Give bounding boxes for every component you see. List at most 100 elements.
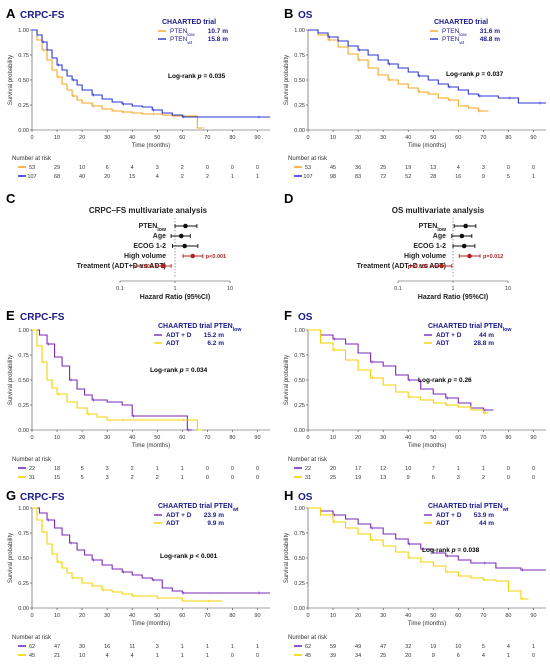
x-tick-label: 90 [254,613,260,619]
panel-title-G: CRPC-FS [20,492,65,503]
x-axis-label: Time (months) [132,621,170,627]
risk-header: Number at risk [12,635,52,641]
risk-count: 10 [455,644,461,650]
hr-point [160,263,166,269]
risk-count: 47 [54,644,60,650]
x-tick-label: 0 [306,135,309,141]
y-tick-label: 0.50 [18,78,29,84]
risk-count: 20 [104,174,110,180]
risk-count: 2 [131,466,134,472]
pvalue-B: Log-rank p = 0.037 [446,71,504,78]
forest-row-label: ECOG 1-2 [133,243,166,250]
risk-count: 1 [532,174,535,180]
risk-count: 0 [231,653,234,659]
x-tick-label: 40 [405,613,411,619]
risk-count: 1 [457,466,460,472]
risk-count: 0 [507,475,510,481]
risk-count: 2 [206,174,209,180]
legend-label: ADT [166,340,179,347]
risk-count: 0 [206,475,209,481]
km-panel-F: F OS0.000.250.500.751.000 10 20 30 40 50 60 70 80… [284,308,546,481]
y-axis-label: Survival probability [284,533,290,583]
x-tick-label: 10 [54,435,60,441]
x-tick-label: 50 [154,435,160,441]
risk-count: 7 [432,466,435,472]
forest-x-tick-label: 10 [505,286,511,292]
panel-letter-A: A [6,6,16,21]
risk-count: 6 [457,653,460,659]
x-tick-label: 30 [380,613,386,619]
forest-row-label: High volume [124,253,166,260]
risk-count: 39 [330,653,336,659]
x-tick-label: 70 [480,435,486,441]
legend-median: 44 m [479,520,494,527]
x-tick-label: 20 [355,613,361,619]
y-tick-label: 1.00 [18,28,29,34]
risk-count: 4 [457,165,460,171]
risk-count: 0 [532,475,535,481]
km-curve-H-0 [308,507,546,571]
risk-count: 28 [430,174,436,180]
risk-count: 0 [256,165,259,171]
risk-count: 0 [532,466,535,472]
y-tick-label: 0.75 [294,531,305,537]
risk-count: 6 [106,165,109,171]
x-tick-label: 10 [330,435,336,441]
legend-label: ADT + D [436,332,462,339]
risk-count: 62 [29,644,35,650]
risk-count: 10 [405,466,411,472]
risk-count: 83 [355,174,361,180]
forest-row-label: PTENlow [139,223,167,233]
risk-count: 10 [79,653,85,659]
forest-row-label: Age [153,233,166,240]
x-tick-label: 0 [306,435,309,441]
panel-letter-H: H [284,488,293,503]
km-curve-F-1 [308,329,489,414]
risk-count: 1 [181,644,184,650]
forest-x-tick-label: 1 [451,286,454,292]
risk-count: 5 [482,644,485,650]
risk-count: 19 [405,165,411,171]
y-tick-label: 0.75 [294,353,305,359]
km-curve-F-0 [308,329,494,411]
risk-count: 25 [330,475,336,481]
legend-title-E: CHAARTED trial PTENlow [158,323,242,333]
risk-count: 4 [507,644,510,650]
y-tick-label: 0.50 [18,556,29,562]
x-tick-label: 10 [330,135,336,141]
y-tick-label: 0.75 [18,531,29,537]
risk-count: 0 [532,165,535,171]
risk-count: 22 [29,466,35,472]
panel-letter-C: C [6,191,16,206]
risk-count: 20 [330,466,336,472]
risk-count: 68 [54,174,60,180]
risk-count: 3 [457,475,460,481]
panel-letter-G: G [6,488,16,503]
risk-count: 2 [181,174,184,180]
hr-point [463,223,468,229]
legend-label: ADT [166,520,179,527]
risk-count: 9 [482,174,485,180]
y-tick-label: 0.75 [294,53,305,59]
x-tick-label: 50 [430,435,436,441]
pvalue-F: Log-rank p = 0.26 [418,377,472,384]
risk-count: 36 [355,165,361,171]
y-tick-label: 0.25 [294,103,305,109]
legend-median: 31.6 m [480,28,500,35]
risk-count: 0 [507,165,510,171]
hr-point [461,243,467,249]
risk-count: 5 [81,466,84,472]
risk-count: 40 [79,174,85,180]
y-tick-label: 0.00 [294,606,305,612]
risk-header: Number at risk [288,635,328,641]
risk-count: 3 [106,466,109,472]
risk-count: 45 [29,653,35,659]
risk-count: 16 [455,174,461,180]
forest-title-D: OS multivariate analysis [392,206,485,215]
risk-count: 0 [507,466,510,472]
risk-count: 1 [181,653,184,659]
risk-count: 1 [256,174,259,180]
risk-count: 45 [330,165,336,171]
km-curve-A-1 [32,29,270,118]
x-tick-label: 50 [154,613,160,619]
